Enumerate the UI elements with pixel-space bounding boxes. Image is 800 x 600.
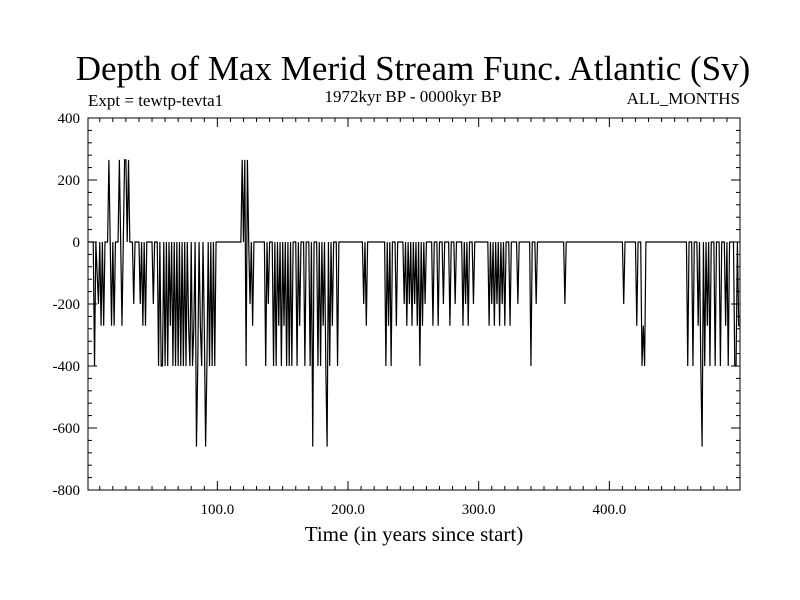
axis-tick-labels: 400 200 0 -200 -400 -600 -800 100.0 200.0 300.0 40… (53, 111, 627, 518)
x-tick-label: 200.0 (331, 502, 365, 518)
subtitle-left: Expt = tewtp-tevta1 (88, 91, 223, 110)
y-tick-label: -600 (53, 421, 81, 437)
y-tick-label: 0 (73, 235, 81, 251)
axis-ticks (88, 117, 740, 491)
subtitle-right: ALL_MONTHS (627, 89, 740, 108)
y-tick-label: 400 (58, 111, 81, 127)
y-tick-label: -800 (53, 483, 81, 499)
y-tick-label: -400 (53, 359, 81, 375)
x-tick-label: 400.0 (592, 502, 626, 518)
x-tick-label: 100.0 (200, 502, 234, 518)
series-line (88, 159, 740, 447)
x-axis-label: Time (in years since start) (305, 522, 524, 546)
y-tick-label: 200 (58, 173, 81, 189)
y-tick-label: -200 (53, 297, 81, 313)
x-tick-label: 300.0 (462, 502, 496, 518)
chart-title: Depth of Max Merid Stream Func. Atlantic… (76, 49, 751, 88)
subtitle-center: 1972kyr BP - 0000kyr BP (325, 87, 502, 106)
